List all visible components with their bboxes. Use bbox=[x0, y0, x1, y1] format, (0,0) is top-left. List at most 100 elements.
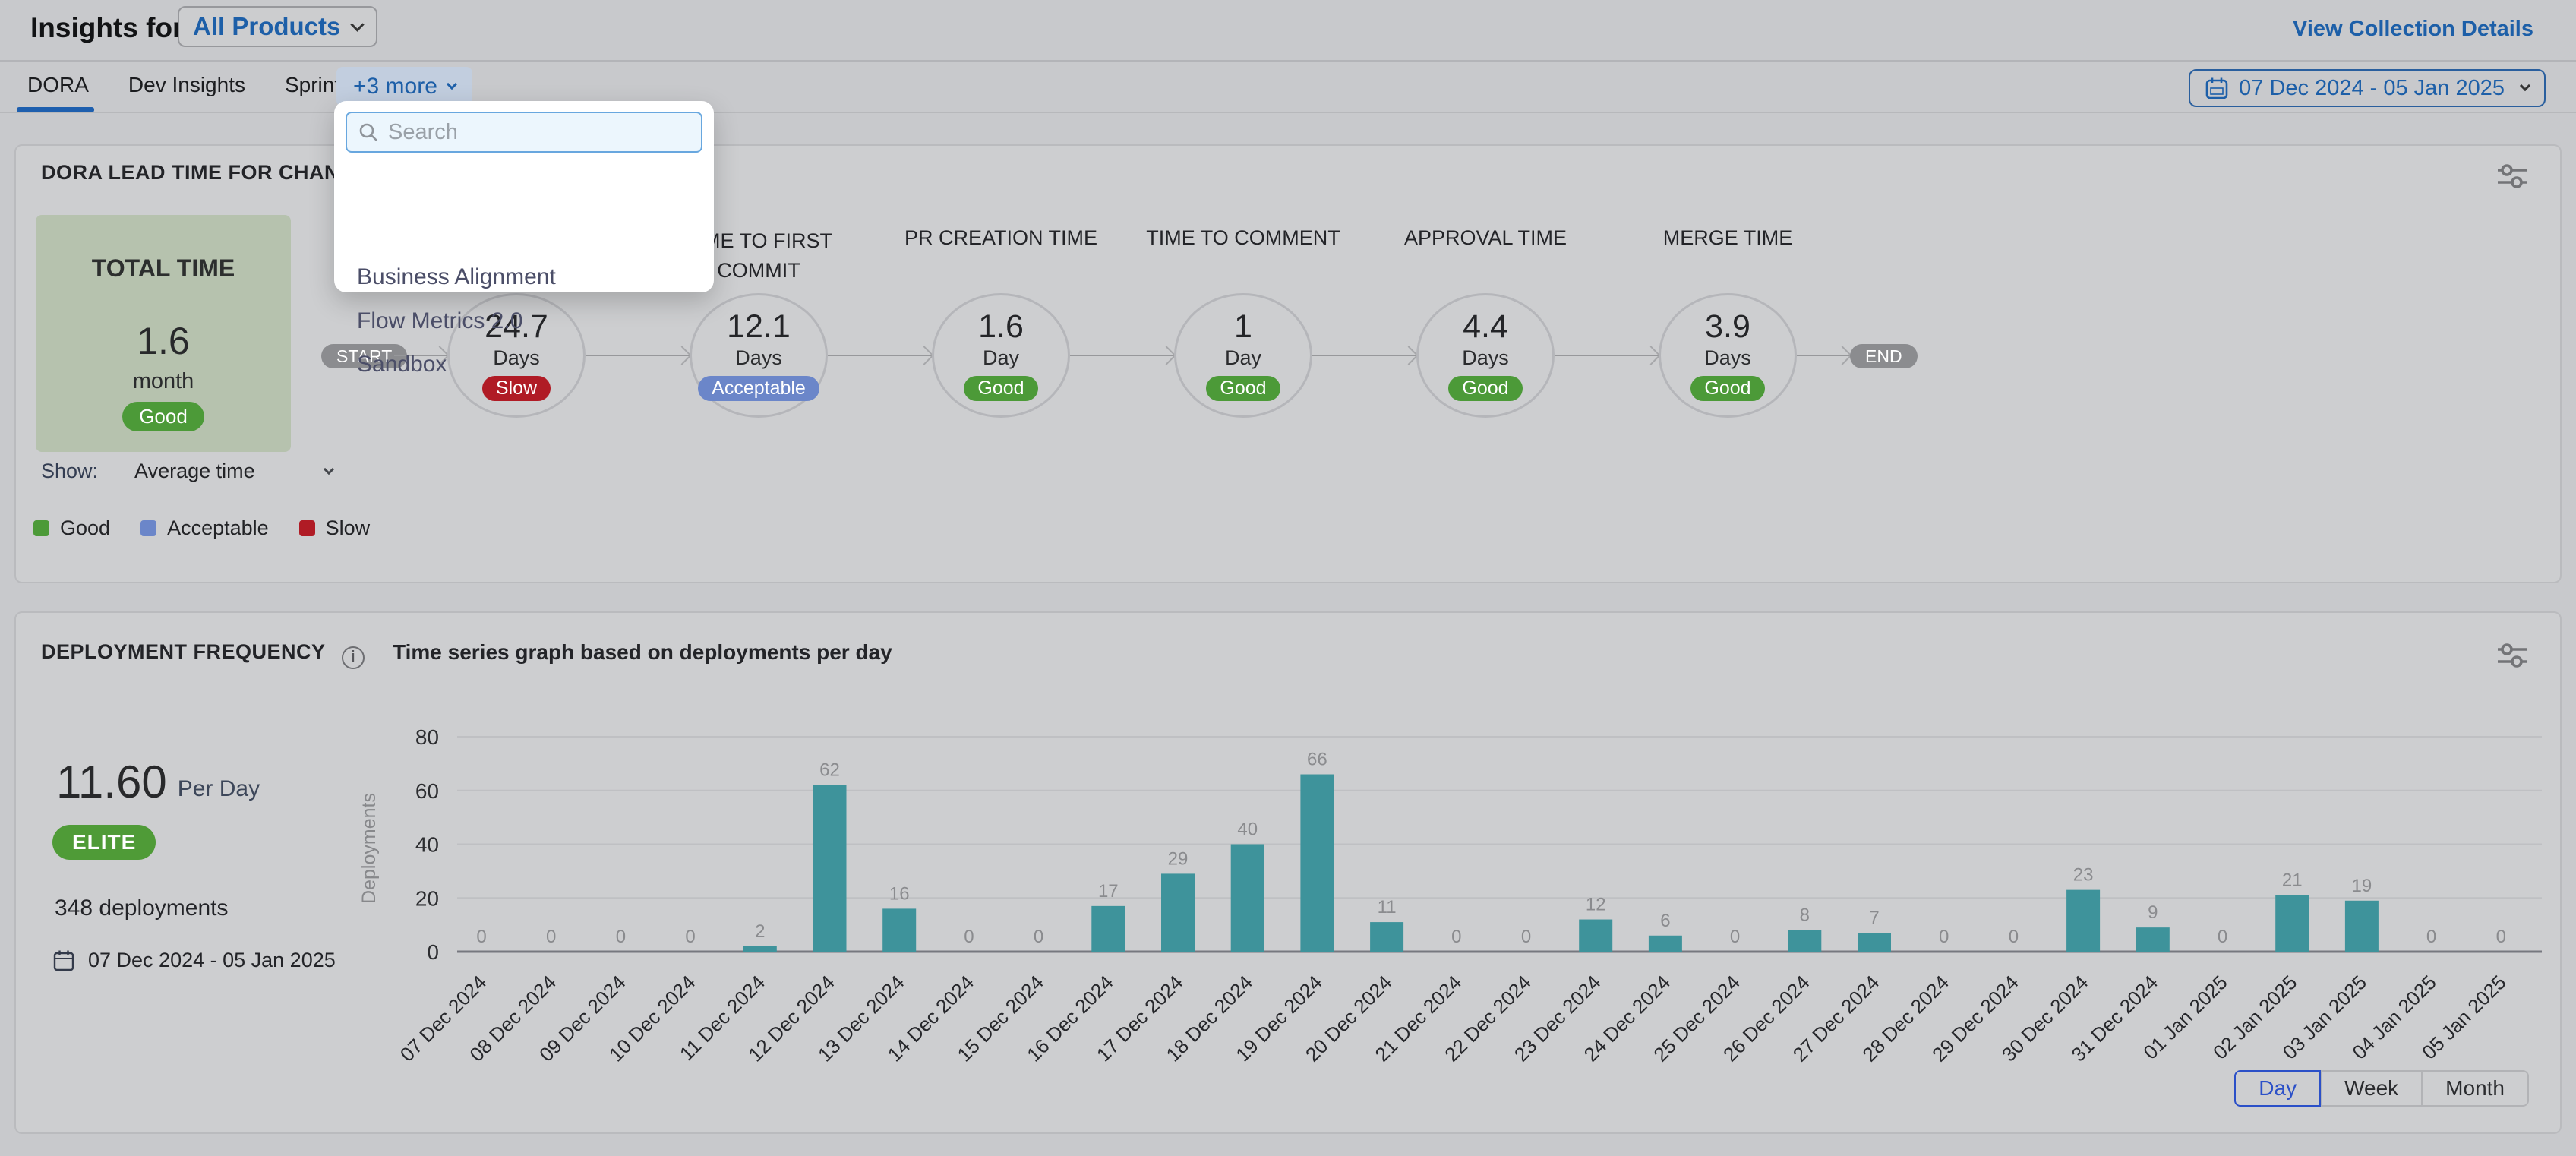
svg-text:23: 23 bbox=[2073, 865, 2094, 886]
svg-text:8: 8 bbox=[1800, 905, 1810, 926]
granularity-month-button[interactable]: Month bbox=[2422, 1070, 2529, 1107]
svg-text:7: 7 bbox=[1869, 908, 1879, 928]
flow-arrow bbox=[1070, 355, 1174, 356]
stage-value: 4.4 bbox=[1463, 308, 1508, 345]
stage-value: 12.1 bbox=[727, 308, 791, 345]
deployment-frequency-title: DEPLOYMENT FREQUENCY i bbox=[41, 640, 365, 669]
deployment-date-range-text: 07 Dec 2024 - 05 Jan 2025 bbox=[88, 949, 336, 971]
chart-settings-icon[interactable] bbox=[2495, 639, 2530, 672]
menu-item-sandbox[interactable]: Sandbox bbox=[357, 352, 447, 377]
svg-text:16: 16 bbox=[889, 883, 910, 904]
svg-text:0: 0 bbox=[685, 927, 695, 947]
total-time-status-badge: Good bbox=[122, 402, 204, 431]
svg-text:19: 19 bbox=[2352, 876, 2372, 896]
svg-text:6: 6 bbox=[1660, 911, 1670, 931]
svg-text:0: 0 bbox=[546, 927, 556, 947]
stage-node-3: 1 Day Good bbox=[1174, 293, 1312, 418]
stage-status-badge: Slow bbox=[481, 375, 551, 401]
active-tab-underline bbox=[17, 107, 94, 112]
svg-text:11: 11 bbox=[1378, 897, 1397, 918]
flow-arrow bbox=[1797, 355, 1850, 356]
granularity-day-button[interactable]: Day bbox=[2234, 1070, 2322, 1107]
svg-text:62: 62 bbox=[819, 760, 840, 781]
legend-item-acceptable: Acceptable bbox=[140, 516, 269, 540]
stage-label-3: TIME TO COMMENT bbox=[1146, 226, 1340, 249]
total-time-unit: month bbox=[132, 369, 194, 393]
chevron-down-icon bbox=[446, 78, 457, 90]
legend-swatch-slow bbox=[298, 520, 315, 536]
chevron-down-icon bbox=[350, 17, 365, 32]
svg-text:0: 0 bbox=[1521, 927, 1531, 947]
tab-dev-insights[interactable]: Dev Insights bbox=[128, 73, 245, 96]
svg-text:66: 66 bbox=[1307, 750, 1327, 770]
view-collection-details-link[interactable]: View Collection Details bbox=[2293, 17, 2533, 41]
stage-status-badge: Good bbox=[1206, 375, 1280, 401]
tab-dora[interactable]: DORA bbox=[27, 73, 89, 96]
product-selector-value: All Products bbox=[193, 12, 341, 40]
legend-item-good: Good bbox=[33, 516, 110, 540]
status-legend: Good Acceptable Slow bbox=[33, 516, 370, 540]
chevron-down-icon bbox=[323, 463, 334, 475]
deployment-frequency-title-text: DEPLOYMENT FREQUENCY bbox=[41, 640, 326, 663]
stage-unit: Days bbox=[493, 346, 540, 369]
stage-unit: Days bbox=[735, 346, 782, 369]
svg-text:40: 40 bbox=[1237, 820, 1258, 840]
total-time-card: TOTAL TIME 1.6 month Good bbox=[36, 215, 291, 452]
stage-status-badge: Acceptable bbox=[698, 375, 819, 401]
total-deployments: 348 deployments bbox=[55, 895, 229, 921]
deployment-date-range: 07 Dec 2024 - 05 Jan 2025 bbox=[53, 949, 336, 972]
svg-text:17: 17 bbox=[1098, 881, 1119, 902]
chevron-down-icon bbox=[2519, 80, 2531, 92]
stage-label-4: APPROVAL TIME bbox=[1403, 226, 1567, 249]
stage-node-5: 3.9 Days Good bbox=[1659, 293, 1797, 418]
legend-label: Slow bbox=[325, 516, 371, 539]
svg-text:21: 21 bbox=[2282, 870, 2303, 891]
stage-status-badge: Good bbox=[1690, 375, 1765, 401]
page-title: Insights for bbox=[30, 12, 184, 43]
svg-text:0: 0 bbox=[2496, 927, 2506, 947]
show-label: Show: bbox=[41, 460, 99, 482]
svg-text:40: 40 bbox=[415, 833, 439, 857]
svg-text:29: 29 bbox=[1168, 848, 1189, 869]
deployment-rate-unit: Per Day bbox=[177, 776, 260, 801]
search-icon bbox=[359, 123, 377, 141]
menu-search-box[interactable] bbox=[346, 112, 702, 153]
legend-item-slow: Slow bbox=[298, 516, 371, 540]
stage-value: 3.9 bbox=[1705, 308, 1750, 345]
flow-arrow bbox=[394, 355, 447, 356]
svg-text:Deployments: Deployments bbox=[358, 793, 380, 904]
svg-text:0: 0 bbox=[476, 927, 486, 947]
stage-node-1: 12.1 Days Acceptable bbox=[690, 293, 828, 418]
date-range-picker[interactable]: 07 Dec 2024 - 05 Jan 2025 bbox=[2189, 69, 2546, 107]
granularity-week-button[interactable]: Week bbox=[2321, 1070, 2423, 1107]
stage-label-2: PR CREATION TIME bbox=[904, 226, 1098, 249]
menu-item-business-alignment[interactable]: Business Alignment bbox=[357, 264, 556, 289]
svg-text:0: 0 bbox=[2426, 927, 2436, 947]
chart-settings-icon[interactable] bbox=[2495, 160, 2530, 193]
search-input[interactable] bbox=[388, 119, 690, 145]
stage-value: 1 bbox=[1234, 308, 1252, 345]
legend-swatch-acceptable bbox=[140, 520, 157, 536]
svg-text:9: 9 bbox=[2148, 902, 2158, 923]
show-metric-dropdown[interactable]: Show: Average time bbox=[41, 460, 334, 483]
flow-arrow bbox=[1555, 355, 1659, 356]
svg-text:0: 0 bbox=[1939, 927, 1949, 947]
more-tabs-button[interactable]: +3 more bbox=[336, 67, 472, 106]
date-range-value: 07 Dec 2024 - 05 Jan 2025 bbox=[2239, 75, 2505, 100]
flow-start-node: START bbox=[321, 344, 408, 368]
legend-label: Good bbox=[60, 516, 111, 539]
more-tabs-label: +3 more bbox=[353, 74, 437, 99]
deployment-frequency-card: DEPLOYMENT FREQUENCY i Time series graph… bbox=[14, 611, 2562, 1134]
stage-unit: Day bbox=[1224, 346, 1261, 369]
info-icon[interactable]: i bbox=[342, 646, 365, 669]
svg-text:12: 12 bbox=[1586, 895, 1606, 915]
svg-text:0: 0 bbox=[616, 927, 626, 947]
product-selector-dropdown[interactable]: All Products bbox=[178, 6, 378, 47]
show-value: Average time bbox=[134, 460, 255, 482]
legend-label: Acceptable bbox=[167, 516, 269, 539]
svg-text:80: 80 bbox=[415, 725, 439, 749]
svg-text:0: 0 bbox=[1034, 927, 1043, 947]
menu-item-flow-metrics[interactable]: Flow Metrics 2.0 bbox=[357, 308, 523, 333]
more-tabs-menu: Business Alignment Flow Metrics 2.0 Sand… bbox=[334, 101, 714, 377]
